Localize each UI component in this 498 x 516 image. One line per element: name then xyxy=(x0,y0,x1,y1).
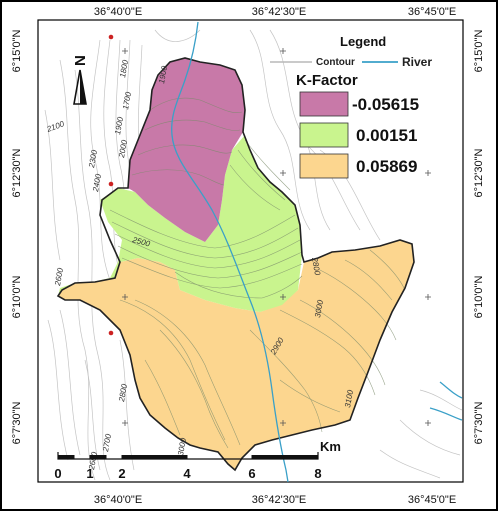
coord-right: 6°7'30"N xyxy=(473,402,485,445)
kfactor-zones xyxy=(58,58,414,470)
coord-right: 6°12'30"N xyxy=(473,148,485,197)
scale-tick-label: 6 xyxy=(248,466,255,481)
coord-right: 6°10'0"N xyxy=(473,276,485,319)
legend: Legend Contour River K-Factor -0.05615 0… xyxy=(270,34,432,179)
contour-label: 2400 xyxy=(91,173,103,194)
contour-label: 2000 xyxy=(117,139,129,160)
zone-0.05869 xyxy=(58,240,414,470)
scale-tick-label: 1 xyxy=(86,466,93,481)
zone-0.00151 xyxy=(58,135,302,312)
coord-bottom: 36°40'0"E xyxy=(94,494,142,506)
contour-label: 3000 xyxy=(313,299,325,319)
sample-point xyxy=(108,181,114,187)
contour-label: 2600 xyxy=(53,267,65,288)
contour-label: 3100 xyxy=(343,389,355,409)
catchment-contours xyxy=(109,97,406,449)
contour-label: 1900 xyxy=(157,65,169,85)
contour-label: 2800 xyxy=(310,256,322,277)
legend-class-label: -0.05615 xyxy=(352,95,419,114)
scale-tick-label: 2 xyxy=(118,466,125,481)
legend-contour-label: Contour xyxy=(316,57,355,68)
zone-minus0.05615 xyxy=(128,58,245,242)
legend-swatch-class-3 xyxy=(299,153,349,179)
legend-class-label: 0.00151 xyxy=(356,126,417,145)
svg-text:N: N xyxy=(72,55,89,66)
contour-label: 2300 xyxy=(87,149,99,170)
scale-tick-label: 4 xyxy=(183,466,191,481)
river xyxy=(171,21,463,483)
scale-unit: Km xyxy=(320,439,341,454)
legend-swatch-class-1 xyxy=(299,91,349,117)
graticule-marks xyxy=(122,48,431,426)
coord-bottom: 36°45'0"E xyxy=(408,494,456,506)
contour-label: 1900 xyxy=(113,116,125,136)
legend-river-label: River xyxy=(402,55,432,69)
legend-swatch-class-2 xyxy=(299,122,349,148)
contour-label: 2800 xyxy=(117,383,129,404)
coord-top: 36°45'0"E xyxy=(408,6,456,18)
north-arrow-icon: N xyxy=(72,55,89,105)
contour-label: 3000 xyxy=(176,437,188,457)
sample-point xyxy=(108,330,114,336)
coord-top: 36°40'0"E xyxy=(94,6,142,18)
coord-left: 6°15'0"N xyxy=(11,30,23,73)
coord-top: 36°42'30"E xyxy=(252,6,306,18)
contour-label: 1800 xyxy=(118,59,130,79)
legend-class-label: 0.05869 xyxy=(356,157,417,176)
contour-label: 2700 xyxy=(101,433,113,454)
scale-tick-label: 0 xyxy=(54,466,61,481)
catchment-boundary xyxy=(56,57,415,472)
sample-point xyxy=(108,34,114,40)
coord-right: 6°15'0"N xyxy=(473,30,485,73)
coord-left: 6°7'30"N xyxy=(11,402,23,445)
sample-points xyxy=(108,34,114,336)
scale-bar: 0 1 2 4 6 8 Km xyxy=(54,439,341,481)
kfactor-title: K-Factor xyxy=(296,72,358,89)
legend-title: Legend xyxy=(340,34,386,49)
scale-tick-label: 8 xyxy=(314,466,321,481)
contour-label: 1700 xyxy=(121,91,133,111)
coord-left: 6°10'0"N xyxy=(11,276,23,319)
coord-bottom: 36°42'30"E xyxy=(252,494,306,506)
coord-left: 6°12'30"N xyxy=(11,148,23,197)
